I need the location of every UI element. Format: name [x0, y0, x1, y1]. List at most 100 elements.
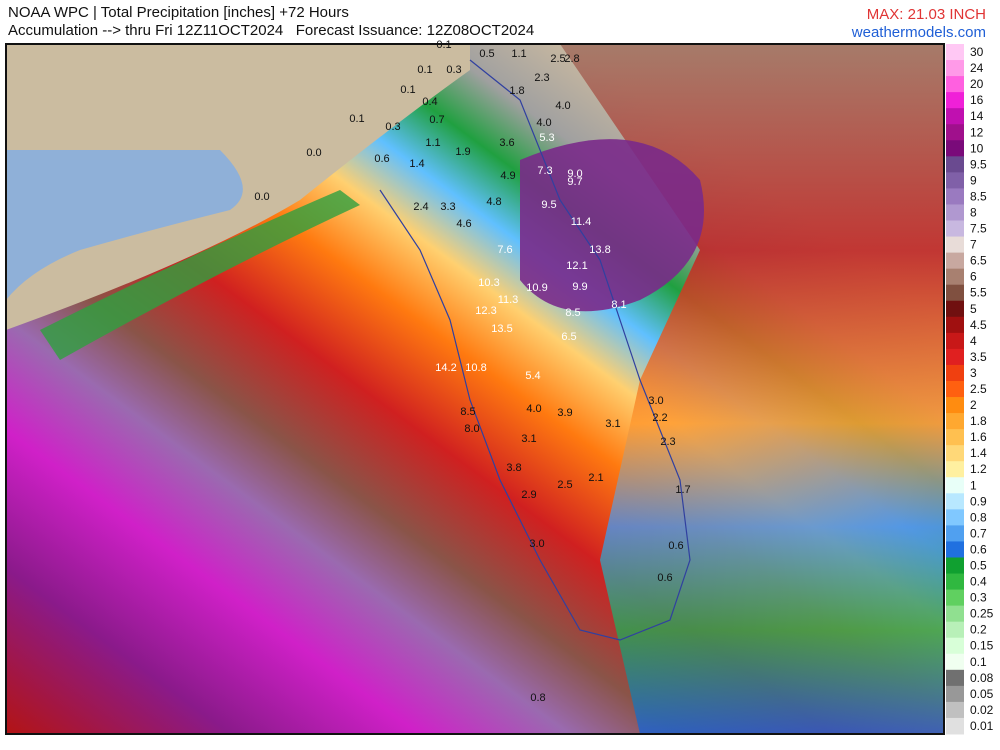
- legend-label: 6: [970, 270, 977, 284]
- station-value: 0.5: [479, 48, 494, 60]
- station-value: 5.3: [539, 132, 554, 144]
- station-value: 1.1: [425, 137, 440, 149]
- station-value: 13.8: [589, 244, 610, 256]
- legend-swatch: [946, 413, 964, 430]
- station-value: 9.7: [567, 176, 582, 188]
- legend-swatch: [946, 685, 964, 703]
- station-value: 0.1: [436, 39, 451, 51]
- station-value: 3.1: [521, 433, 536, 445]
- station-value: 4.0: [526, 403, 541, 415]
- legend-swatch: [946, 300, 964, 318]
- station-value: 11.3: [498, 294, 519, 306]
- legend-swatch: [946, 268, 964, 286]
- legend-label: 0.5: [970, 559, 987, 573]
- legend-swatch: [946, 252, 964, 270]
- map-field: [6, 44, 944, 734]
- station-value: 11.4: [571, 216, 592, 228]
- station-value: 0.4: [422, 96, 437, 108]
- legend-label: 16: [970, 93, 984, 107]
- station-value: 12.1: [566, 260, 587, 272]
- station-value: 3.6: [499, 137, 514, 149]
- map-frame: [5, 43, 945, 735]
- station-value: 2.2: [652, 412, 667, 424]
- station-value: 3.0: [648, 395, 663, 407]
- legend-label: 0.01: [970, 719, 994, 733]
- station-value: 4.0: [555, 100, 570, 112]
- station-value: 1.1: [511, 48, 526, 60]
- legend-swatch: [946, 364, 964, 382]
- station-value: 9.5: [541, 199, 556, 211]
- legend-label: 3.5: [970, 350, 987, 364]
- legend-swatch: [946, 653, 964, 671]
- station-value: 2.9: [521, 489, 536, 501]
- legend-swatch: [946, 493, 964, 510]
- legend-swatch: [946, 284, 964, 302]
- legend-label: 0.8: [970, 510, 987, 524]
- legend-swatch: [946, 669, 964, 687]
- station-value: 9.0: [567, 168, 582, 180]
- legend-swatch: [946, 397, 964, 414]
- legend-label: 7.5: [970, 222, 987, 236]
- station-value: 4.6: [456, 218, 471, 230]
- station-value: 0.3: [446, 64, 461, 76]
- legend-swatch: [946, 573, 964, 591]
- legend-label: 30: [970, 45, 984, 59]
- legend-label: 2: [970, 398, 977, 412]
- legend-label: 4: [970, 334, 977, 348]
- legend-swatch: [946, 445, 964, 462]
- station-value: 2.1: [588, 472, 603, 484]
- legend-label: 14: [970, 109, 984, 123]
- station-value: 10.8: [465, 362, 486, 374]
- legend-label: 1.6: [970, 430, 987, 444]
- station-value: 2.8: [564, 53, 579, 65]
- legend-label: 10: [970, 141, 984, 155]
- legend-label: 0.4: [970, 575, 987, 589]
- station-value: 2.5: [557, 479, 572, 491]
- legend-label: 7: [970, 238, 977, 252]
- legend-swatch: [946, 701, 964, 719]
- station-value: 1.8: [509, 85, 524, 97]
- legend-label: 0.05: [970, 687, 994, 701]
- legend-swatch: [946, 525, 964, 542]
- station-value: 5.4: [525, 370, 540, 382]
- legend-label: 1.8: [970, 414, 987, 428]
- legend-label: 0.02: [970, 703, 994, 717]
- legend-swatch: [946, 348, 964, 366]
- legend-swatch: [946, 76, 964, 93]
- station-value: 4.9: [500, 170, 515, 182]
- legend-label: 9.5: [970, 157, 987, 171]
- station-value: 2.4: [413, 201, 428, 213]
- legend-swatch: [946, 509, 964, 526]
- legend-label: 1.4: [970, 446, 987, 460]
- legend-label: 0.2: [970, 623, 987, 637]
- station-value: 3.0: [529, 538, 544, 550]
- station-value: 0.6: [657, 572, 672, 584]
- station-value: 12.3: [475, 305, 496, 317]
- legend-label: 0.9: [970, 494, 987, 508]
- station-value: 4.0: [536, 117, 551, 129]
- station-value: 6.5: [561, 331, 576, 343]
- legend-label: 0.1: [970, 655, 987, 669]
- legend-swatch: [946, 541, 964, 558]
- legend-swatch: [946, 589, 964, 607]
- legend-swatch: [946, 60, 964, 77]
- station-value: 0.0: [254, 191, 269, 203]
- station-labels: 0.10.5 1.1 2.52.80.1 0.32.30.1 1.80.4 4.00.1 0…: [254, 39, 690, 704]
- legend-swatch: [946, 461, 964, 478]
- station-value: 2.3: [660, 436, 675, 448]
- station-value: 3.1: [605, 418, 620, 430]
- station-value: 3.3: [440, 201, 455, 213]
- station-value: 9.9: [572, 281, 587, 293]
- legend-label: 6.5: [970, 254, 987, 268]
- legend-swatch: [946, 429, 964, 446]
- legend-label: 1.2: [970, 462, 987, 476]
- legend-label: 20: [970, 77, 984, 91]
- station-value: 0.8: [530, 692, 545, 704]
- station-value: 13.5: [491, 323, 512, 335]
- legend-label: 9: [970, 173, 977, 187]
- subtitle: Accumulation --> thru Fri 12Z11OCT2024 F…: [8, 22, 535, 39]
- station-value: 7.3: [537, 165, 552, 177]
- legend-swatch: [946, 188, 964, 205]
